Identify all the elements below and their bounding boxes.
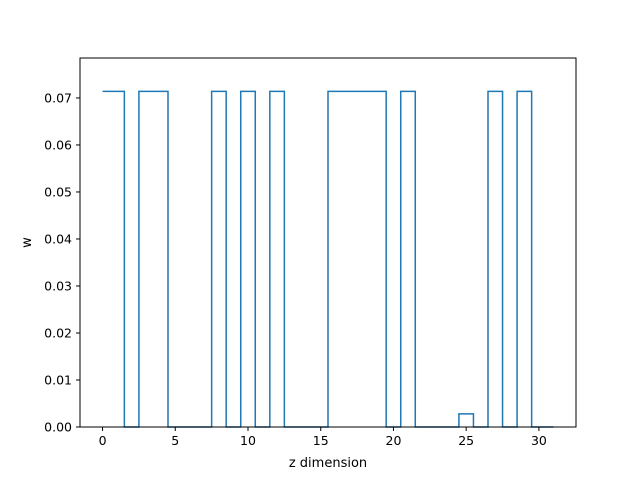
y-tick-label: 0.02 [44,325,72,340]
y-axis-label: w [20,237,35,248]
y-tick-label: 0.03 [44,278,72,293]
x-tick-label: 10 [240,433,256,448]
y-tick-label: 0.00 [44,420,72,435]
y-tick-label: 0.01 [44,372,72,387]
x-tick-label: 0 [99,433,107,448]
x-tick-label: 20 [386,433,402,448]
x-axis: 0 5 10 15 20 25 30 [99,427,547,448]
y-axis: 0.00 0.01 0.02 0.03 0.04 0.05 0.06 0.07 [44,90,80,435]
x-tick-label: 15 [313,433,329,448]
y-tick-label: 0.05 [44,184,72,199]
x-tick-label: 5 [171,433,179,448]
x-tick-label: 30 [531,433,547,448]
y-tick-label: 0.06 [44,137,72,152]
x-tick-label: 25 [458,433,474,448]
y-tick-label: 0.07 [44,90,72,105]
y-tick-label: 0.04 [44,231,72,246]
x-axis-label: z dimension [289,456,367,471]
axes-frame [79,57,577,428]
